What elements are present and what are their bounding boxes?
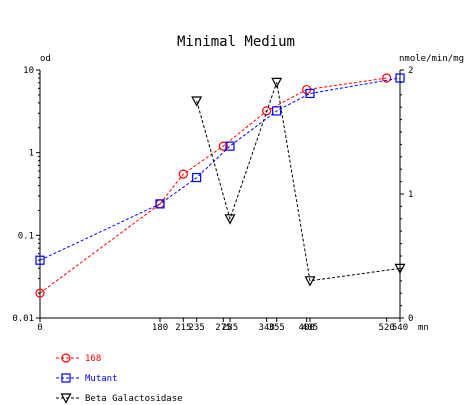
chart-title: Minimal Medium <box>177 34 295 50</box>
series-beta-galactosidase-point <box>271 77 283 89</box>
right-tick-label: 2 <box>408 66 413 76</box>
series-mutant-point <box>155 199 165 209</box>
series-beta-galactosidase-point <box>191 96 203 107</box>
series-168-point <box>218 141 228 151</box>
right-tick-label: 1 <box>408 190 413 200</box>
x-tick-label: 0 <box>37 323 42 333</box>
series-mutant-point <box>35 255 45 265</box>
legend-item-mutant-label: Mutant <box>85 374 118 384</box>
series-layer <box>35 73 406 298</box>
legend-item-168-label: 168 <box>85 354 101 364</box>
legend-item-mutant-swatch-point <box>61 373 71 383</box>
legend-item-beta-galactosidase-label: Beta Galactosidase <box>85 394 183 404</box>
right-axis-label: nmole/min/mg <box>399 54 464 64</box>
right-tick-label: 0 <box>408 314 413 324</box>
series-beta-galactosidase-point <box>394 263 406 275</box>
x-axis-label: mn <box>418 323 429 333</box>
x-tick-label: 340 <box>259 323 275 333</box>
legend-item-beta-galactosidase-swatch-point <box>60 393 72 404</box>
series-beta-galactosidase-line <box>196 82 401 282</box>
x-tick-label: 275 <box>215 323 231 333</box>
left-axis-label: od <box>40 54 51 64</box>
series-mutant-point <box>272 106 282 116</box>
series-mutant-point <box>192 172 202 183</box>
legend: 168 Mutant Beta Galactosidase <box>56 353 183 404</box>
x-tick-label: 400 <box>299 323 315 333</box>
x-tick-label: 520 <box>379 323 395 333</box>
left-tick-label: 1 <box>29 149 34 159</box>
left-tick-label: 0.1 <box>18 231 34 241</box>
x-tick-label: 540 <box>392 323 408 333</box>
series-mutant-line <box>39 77 401 261</box>
x-tick-label: 285 <box>222 323 238 333</box>
legend-item-mutant: Mutant <box>56 373 118 384</box>
x-tick-label: 235 <box>189 323 205 333</box>
series-mutant-point <box>305 88 315 99</box>
series-168-point <box>178 169 188 179</box>
legend-item-168: 168 <box>56 353 101 364</box>
series-168-point <box>382 73 392 83</box>
left-tick-label: 10 <box>23 66 34 76</box>
series-168 <box>35 73 392 298</box>
x-tick-label: 405 <box>302 323 318 333</box>
series-beta-galactosidase-point <box>224 214 236 225</box>
series-mutant-point <box>395 73 405 83</box>
x-tick-label: 355 <box>269 323 285 333</box>
series-168-line <box>39 77 387 294</box>
series-beta-galactosidase-point <box>304 276 316 287</box>
series-mutant-point <box>225 141 235 151</box>
x-tick-label: 215 <box>175 323 191 333</box>
x-tick-label: 180 <box>152 323 168 333</box>
legend-item-beta-galactosidase: Beta Galactosidase <box>56 393 183 404</box>
legend-item-168-swatch-point <box>61 353 71 363</box>
series-beta-galactosidase <box>191 77 406 287</box>
series-mutant <box>35 73 405 265</box>
left-tick-label: 0.01 <box>12 314 34 324</box>
series-168-point <box>262 106 272 116</box>
series-168-point <box>35 288 45 298</box>
